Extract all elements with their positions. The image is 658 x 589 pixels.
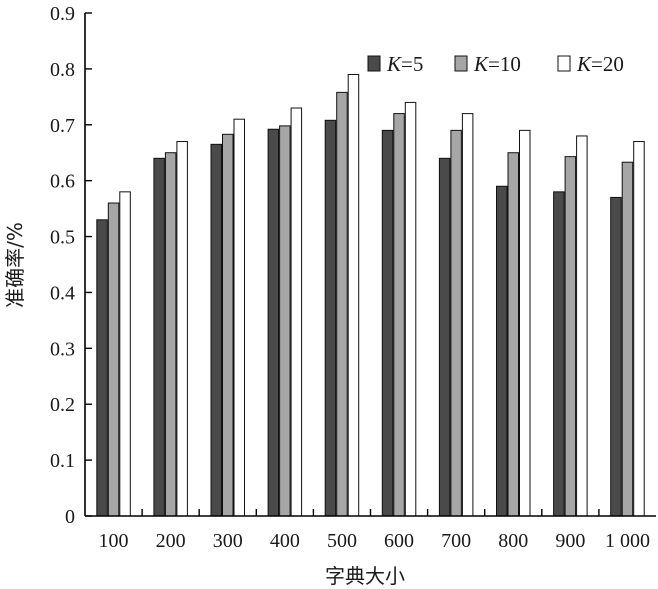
legend-label-value: =20 (591, 52, 624, 76)
y-tick-label: 0.5 (50, 227, 75, 249)
legend-swatch (454, 55, 468, 72)
y-tick-label: 0.4 (50, 282, 75, 304)
bar-k20-200 (176, 141, 188, 517)
y-axis-ticks: 0 0.1 0.2 0.3 0.4 0.5 0.6 0.7 0.8 0.9 (50, 3, 92, 528)
x-tick-label: 300 (213, 530, 243, 552)
legend-label-value: =10 (488, 52, 521, 76)
x-tick-label: 900 (555, 530, 585, 552)
legend-swatch (557, 55, 571, 72)
legend-label-var: K (473, 52, 489, 76)
y-tick-label: 0.9 (50, 3, 75, 25)
bar-k10-300 (222, 133, 234, 517)
y-tick-label: 0 (65, 506, 75, 528)
legend-swatch (367, 55, 381, 72)
bar-k5-300 (210, 143, 222, 517)
legend-label: K=5 (386, 52, 423, 76)
legend-label: K=20 (576, 52, 624, 76)
y-tick-label: 0.7 (50, 115, 75, 137)
bar-k20-700 (461, 113, 474, 517)
x-tick-label: 700 (441, 530, 471, 552)
bar-k10-900 (564, 156, 577, 517)
legend-label-var: K (386, 52, 402, 76)
y-axis-title: 准确率/% (3, 222, 27, 308)
bar-k20-900 (576, 135, 588, 517)
bar-k10-1000 (621, 161, 634, 517)
y-tick-label: 0.6 (50, 171, 75, 193)
x-tick-label: 1 000 (605, 530, 650, 552)
bar-k10-100 (107, 202, 120, 517)
bar-k20-300 (233, 118, 245, 517)
x-tick-label: 100 (99, 530, 129, 552)
bar-k5-500 (324, 119, 337, 517)
x-tick-label: 500 (327, 530, 357, 552)
bars (96, 73, 645, 517)
bar-k5-100 (96, 219, 108, 517)
x-tick-label: 200 (156, 530, 186, 552)
bar-k10-200 (164, 152, 177, 517)
bar-k10-700 (450, 129, 462, 517)
bar-k20-100 (119, 191, 131, 517)
y-tick-label: 0.8 (50, 59, 75, 81)
x-axis-title: 字典大小 (325, 564, 405, 588)
bar-k10-500 (336, 91, 348, 517)
legend-label-value: =5 (401, 52, 423, 76)
x-tick-label: 800 (498, 530, 528, 552)
bar-k10-800 (507, 152, 519, 517)
bar-k10-600 (393, 113, 405, 517)
bar-k5-600 (381, 129, 394, 517)
bar-k5-200 (153, 157, 165, 517)
bar-k20-800 (519, 129, 531, 517)
bar-k5-400 (267, 128, 280, 517)
x-axis-ticks: 100 200 300 400 500 600 700 800 900 1 000 (99, 509, 650, 552)
bar-k5-800 (496, 185, 508, 517)
bar-k20-400 (290, 107, 303, 517)
bar-k20-1000 (633, 141, 645, 517)
bar-k5-900 (553, 191, 565, 517)
x-tick-label: 400 (270, 530, 300, 552)
y-tick-label: 0.2 (50, 394, 75, 416)
y-tick-label: 0.3 (50, 338, 75, 360)
x-tick-label: 600 (384, 530, 414, 552)
legend-label: K=10 (473, 52, 521, 76)
bar-k20-600 (404, 101, 417, 517)
bar-k5-700 (438, 157, 451, 517)
axes (84, 13, 656, 517)
legend: K=5 K=10 K=20 (367, 52, 624, 76)
bar-k10-400 (279, 125, 291, 517)
y-tick-label: 0.1 (50, 450, 75, 472)
bar-k5-1000 (610, 196, 622, 517)
bar-k20-500 (347, 73, 360, 517)
legend-label-var: K (576, 52, 592, 76)
